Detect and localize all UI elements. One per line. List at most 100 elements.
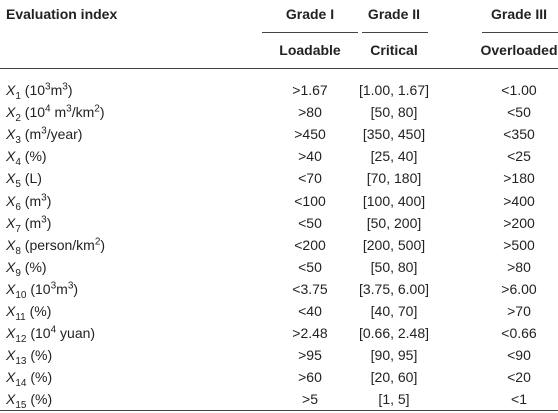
index-symbol: X bbox=[6, 325, 16, 342]
grade-value: <40 bbox=[298, 303, 322, 319]
unit-text: (10 bbox=[20, 104, 46, 121]
grade-heading: Grade I bbox=[285, 6, 335, 22]
index-subscript: 9 bbox=[15, 267, 21, 279]
unit-text: (%) bbox=[20, 258, 47, 275]
index-subscript: 11 bbox=[15, 311, 26, 323]
index-symbol: X bbox=[6, 148, 16, 165]
row-index: X8 (person/km2) bbox=[6, 236, 106, 256]
index-symbol: X bbox=[6, 258, 16, 275]
row-index: X7 (m3) bbox=[6, 213, 51, 235]
index-symbol: X bbox=[6, 104, 16, 121]
index-symbol: X bbox=[6, 280, 16, 297]
unit-superscript: 4 bbox=[45, 103, 51, 115]
grade-value: >200 bbox=[503, 214, 535, 231]
unit-text: (m bbox=[20, 126, 42, 143]
grade-value: [25, 40] bbox=[370, 148, 418, 165]
unit-text: ) bbox=[99, 104, 105, 121]
grade-value: [20, 60] bbox=[370, 369, 418, 386]
grade-value: [200, 500] bbox=[362, 236, 426, 253]
unit-text: /year) bbox=[46, 126, 83, 143]
unit-text: (m bbox=[20, 192, 42, 209]
unit-superscript: 3 bbox=[67, 280, 74, 292]
grade-status: Loadable bbox=[279, 42, 341, 58]
unit-superscript: 3 bbox=[41, 125, 47, 137]
grade-value: <50 bbox=[507, 104, 531, 121]
unit-superscript: 2 bbox=[94, 236, 101, 248]
grade-value: <70 bbox=[298, 170, 322, 187]
unit-text: (%) bbox=[26, 391, 53, 408]
grade-value: [90, 95] bbox=[370, 347, 418, 364]
grade-value: >450 bbox=[294, 126, 326, 143]
index-subscript: 7 bbox=[15, 223, 21, 235]
unit-superscript: 3 bbox=[50, 280, 57, 292]
grade-status: Critical bbox=[370, 42, 418, 58]
unit-superscript: 3 bbox=[45, 81, 51, 93]
index-symbol: X bbox=[6, 82, 16, 98]
unit-text: ) bbox=[100, 236, 106, 253]
grade-value: <100 bbox=[294, 192, 326, 209]
row-index: X2 (104 m3/km2) bbox=[6, 103, 105, 124]
index-subscript: 13 bbox=[15, 355, 27, 367]
unit-text: m bbox=[56, 280, 68, 297]
grade-value: <90 bbox=[507, 347, 531, 364]
unit-text: /km bbox=[71, 104, 95, 121]
grade-value: <20 bbox=[507, 369, 531, 386]
unit-text: (%) bbox=[26, 369, 53, 386]
grade-value: >95 bbox=[298, 347, 322, 364]
grade-value: >5 bbox=[302, 391, 318, 408]
grade-value: <50 bbox=[298, 214, 322, 231]
index-subscript: 3 bbox=[15, 134, 21, 146]
index-symbol: X bbox=[6, 236, 16, 253]
unit-text: (%) bbox=[26, 347, 53, 364]
unit-text: ) bbox=[73, 280, 79, 297]
grade-value: [50, 80] bbox=[370, 104, 418, 121]
grade-value: >80 bbox=[507, 258, 531, 275]
grade-status: Overloaded bbox=[480, 42, 558, 58]
grade-rule bbox=[362, 32, 428, 33]
grade-value: >2.48 bbox=[292, 325, 328, 342]
grade-value: >70 bbox=[507, 303, 531, 319]
grade-value: >400 bbox=[503, 192, 535, 209]
unit-text: (m bbox=[20, 214, 42, 231]
unit-text: (10 bbox=[26, 325, 51, 342]
grade-value: [50, 80] bbox=[370, 258, 418, 275]
grade-value: [70, 180] bbox=[366, 170, 422, 187]
grade-value: [100, 400] bbox=[362, 192, 426, 209]
header-rule bbox=[0, 68, 558, 69]
unit-text: m bbox=[50, 104, 67, 121]
unit-text: (10 bbox=[20, 82, 46, 98]
unit-superscript: 3 bbox=[62, 81, 68, 93]
index-symbol: X bbox=[6, 192, 16, 209]
row-index: X3 (m3/year) bbox=[6, 125, 83, 146]
grade-value: <50 bbox=[298, 258, 322, 275]
grade-value: <1 bbox=[511, 391, 527, 408]
row-index: X14 (%) bbox=[6, 368, 53, 388]
grade-value: <3.75 bbox=[292, 280, 328, 297]
grade-value: <25 bbox=[507, 148, 531, 165]
grade-value: <0.66 bbox=[501, 325, 537, 342]
unit-superscript: 3 bbox=[41, 191, 47, 203]
index-subscript: 2 bbox=[15, 112, 21, 124]
index-symbol: X bbox=[6, 214, 16, 231]
row-index: X13 (%) bbox=[6, 346, 53, 367]
bottom-rule bbox=[0, 410, 558, 411]
grade-value: [40, 70] bbox=[370, 303, 418, 319]
grade-heading: Grade II bbox=[367, 6, 421, 22]
grade-value: >40 bbox=[298, 148, 322, 165]
unit-text: ) bbox=[67, 82, 73, 98]
grade-value: <1.00 bbox=[501, 82, 537, 98]
index-subscript: 10 bbox=[15, 289, 27, 301]
index-symbol: X bbox=[6, 303, 16, 319]
row-index: X9 (%) bbox=[6, 258, 47, 279]
unit-superscript: 3 bbox=[41, 213, 47, 225]
index-subscript: 12 bbox=[15, 333, 27, 345]
grade-value: >1.67 bbox=[292, 82, 328, 98]
row-index: X11 (%) bbox=[6, 302, 51, 323]
unit-text: (%) bbox=[20, 148, 47, 165]
row-index: X15 (%) bbox=[6, 390, 53, 410]
index-subscript: 6 bbox=[15, 201, 21, 213]
unit-text: (person/km bbox=[20, 236, 95, 253]
grade-value: [0.66, 2.48] bbox=[358, 325, 430, 342]
grade-value: [1.00, 1.67] bbox=[358, 82, 430, 98]
